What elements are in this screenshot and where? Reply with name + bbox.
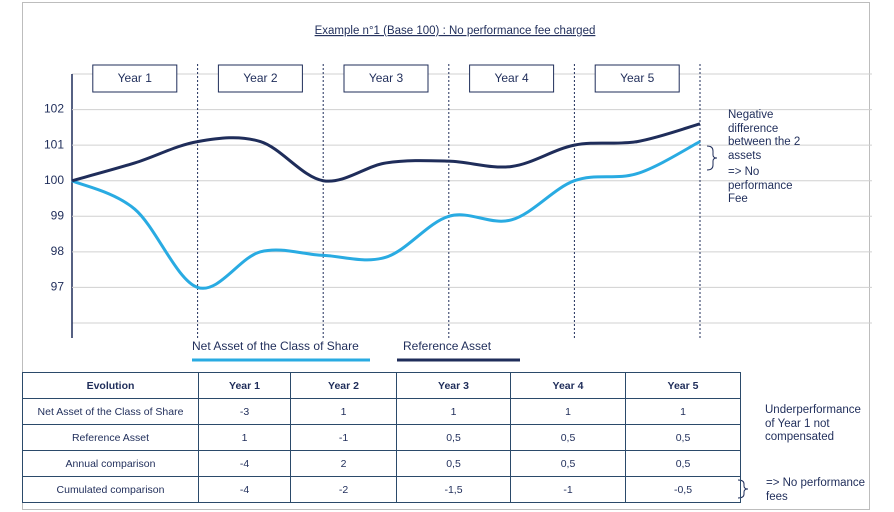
- year-box: [594, 64, 680, 93]
- chart-title: Example n°1 (Base 100) : No performance …: [315, 25, 596, 37]
- note-line: => No performance: [766, 477, 866, 489]
- row: Annual comparison -4 2 0,5 0,5 0,5: [22, 450, 741, 477]
- cell: -1: [290, 424, 397, 451]
- cell: -3: [198, 398, 291, 425]
- cell: 1: [396, 398, 511, 425]
- year-label: Year 1: [118, 71, 153, 85]
- cell: 1: [198, 424, 291, 451]
- cell: 0,5: [396, 424, 511, 451]
- note-line: difference: [728, 122, 779, 135]
- cell: -4: [198, 476, 291, 503]
- cell: 2: [290, 450, 397, 477]
- cell: -4: [198, 450, 291, 477]
- year-box: [343, 64, 429, 93]
- year-label: Year 3: [369, 71, 404, 85]
- note-line: Negative: [728, 109, 774, 121]
- note-line: Underperformance: [765, 404, 861, 416]
- cell: 0,5: [396, 450, 511, 477]
- table: Evolution Year 1 Year 2 Year 3 Year 4 Year 5 …: [22, 372, 741, 503]
- cell: -0,5: [625, 476, 741, 503]
- y-tick-label: 100: [44, 173, 64, 187]
- year-box: [469, 64, 555, 93]
- y-tick-label: 102: [44, 102, 64, 116]
- cell: -1,5: [396, 476, 511, 503]
- cell: Net Asset of the Class of Share: [22, 398, 199, 425]
- series-line: [71, 140, 701, 290]
- legend-label: Reference Asset: [403, 339, 492, 353]
- header-cell: Evolution: [22, 372, 199, 399]
- header-row: Evolution Year 1 Year 2 Year 3 Year 4 Year 5: [22, 372, 741, 399]
- cell: -1: [510, 476, 626, 503]
- brace: [737, 479, 749, 499]
- note-line: compensated: [765, 431, 835, 443]
- legend-label: Net Asset of the Class of Share: [192, 339, 359, 353]
- cell: Cumulated comparison: [22, 476, 199, 503]
- series-line: [71, 122, 701, 183]
- cell: 0,5: [510, 450, 626, 477]
- note: => No performance Fee: [728, 166, 793, 207]
- cell: 1: [290, 398, 397, 425]
- note-line: assets: [728, 149, 762, 162]
- frame: [22, 2, 870, 510]
- row: Net Asset of the Class of Share -3 1 1 1 1: [22, 398, 741, 425]
- note: Underperformance of Year 1 not compensated: [765, 404, 861, 445]
- year-box: [217, 64, 303, 93]
- header-cell: Year 1: [198, 372, 291, 399]
- brace: [706, 145, 718, 171]
- note-line: fees: [766, 490, 788, 503]
- cell: Reference Asset: [22, 424, 199, 451]
- y-tick-label: 97: [51, 280, 65, 294]
- cell: 1: [625, 398, 741, 425]
- header-cell: Year 3: [396, 372, 511, 399]
- cell: -2: [290, 476, 397, 503]
- note-line: => No: [728, 166, 760, 178]
- cell: 1: [510, 398, 626, 425]
- cell: 0,5: [510, 424, 626, 451]
- note-line: between the 2: [728, 136, 801, 148]
- note: Negative difference between the 2 assets: [728, 109, 800, 163]
- note: => No performance fees: [766, 477, 865, 504]
- y-tick-label: 99: [51, 208, 65, 222]
- header-cell: Year 2: [290, 372, 397, 399]
- header-cell: Year 5: [625, 372, 741, 399]
- header-cell: Year 4: [510, 372, 626, 399]
- cell: 0,5: [625, 450, 741, 477]
- cell: Annual comparison: [22, 450, 199, 477]
- row: Reference Asset 1 -1 0,5 0,5 0,5: [22, 424, 741, 451]
- year-label: Year 5: [620, 71, 655, 85]
- note-line: Fee: [728, 193, 748, 205]
- note-line: of Year 1 not: [765, 417, 830, 430]
- year-label: Year 4: [494, 71, 529, 85]
- row: Cumulated comparison -4 -2 -1,5 -1 -0,5: [22, 476, 741, 503]
- note-line: performance: [728, 179, 793, 192]
- y-tick-label: 98: [51, 244, 65, 258]
- year-box: [92, 64, 178, 93]
- cell: 0,5: [625, 424, 741, 451]
- y-tick-label: 101: [44, 137, 64, 151]
- year-label: Year 2: [243, 71, 278, 85]
